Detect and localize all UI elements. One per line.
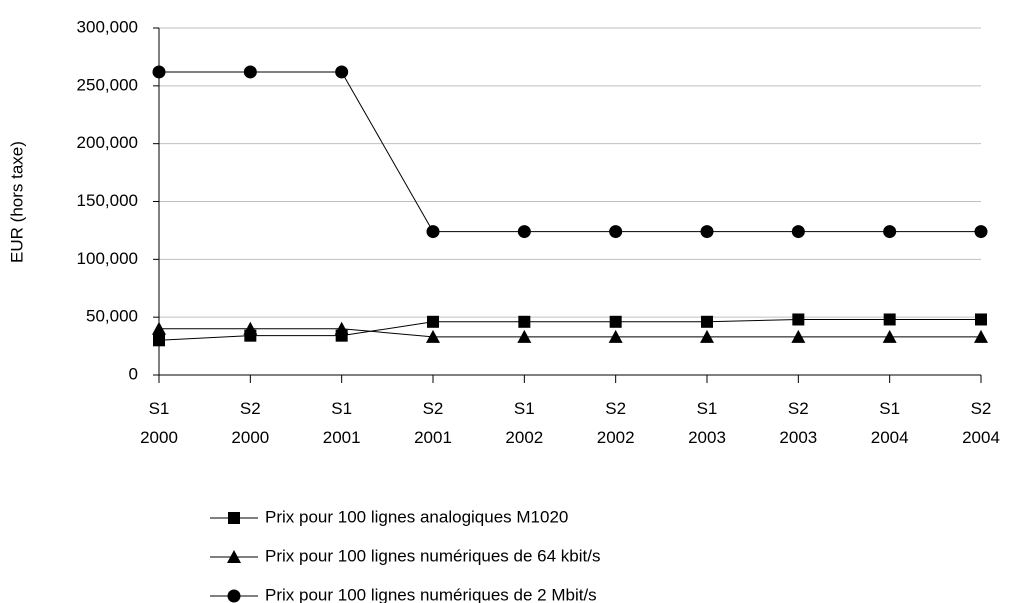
marker [792, 313, 805, 326]
x-tick-label: S2 2001 [414, 399, 452, 447]
x-tick-label: S2 2002 [596, 399, 635, 447]
x-tick-label: S1 2001 [322, 399, 361, 447]
y-tick-label: 0 [129, 364, 138, 383]
marker [243, 321, 258, 335]
legend-label: Prix pour 100 lignes numériques de 64 kb… [265, 546, 600, 565]
series-line [159, 328, 981, 338]
legend-label: Prix pour 100 lignes numériques de 2 Mbi… [265, 585, 597, 603]
x-tick-label: S1 2004 [870, 399, 909, 447]
marker [974, 225, 988, 239]
marker [700, 225, 714, 239]
x-tick-label: S2 2000 [231, 399, 270, 447]
series-line [159, 71, 981, 233]
marker [974, 329, 988, 343]
y-tick-label: 50,000 [86, 307, 138, 326]
marker [701, 315, 713, 328]
marker [609, 225, 623, 239]
x-tick-label: S2 2003 [779, 399, 818, 447]
marker [791, 329, 806, 343]
legend-marker [227, 589, 241, 603]
marker [243, 65, 257, 79]
marker [608, 329, 623, 343]
marker [791, 225, 805, 239]
y-tick-label: 100,000 [77, 249, 138, 268]
legend-label: Prix pour 100 lignes analogiques M1020 [265, 507, 568, 526]
marker [882, 329, 897, 343]
legend-marker [227, 550, 241, 563]
marker [153, 334, 165, 347]
marker [335, 65, 349, 79]
marker [426, 329, 440, 343]
marker [609, 315, 622, 328]
marker [152, 65, 166, 79]
x-tick-label: S1 2003 [688, 399, 726, 447]
legend-marker [228, 512, 240, 524]
marker [427, 315, 439, 328]
y-axis-label: EUR (hors taxe) [7, 141, 26, 263]
x-tick-label: S1 2000 [140, 399, 178, 447]
marker [152, 321, 166, 335]
marker [244, 329, 257, 342]
x-tick-label: S2 2004 [962, 399, 1000, 447]
marker [975, 313, 987, 326]
y-tick-label: 250,000 [77, 75, 138, 94]
marker [700, 329, 714, 343]
marker [517, 225, 531, 239]
marker [517, 329, 532, 343]
marker [883, 313, 896, 326]
y-tick-label: 300,000 [77, 17, 138, 36]
series-line [158, 318, 981, 341]
x-tick-label: S1 2002 [505, 399, 544, 447]
marker [334, 321, 349, 335]
marker [518, 315, 531, 328]
y-tick-label: 200,000 [77, 133, 138, 152]
marker [883, 225, 897, 239]
y-tick-label: 150,000 [77, 191, 138, 210]
marker [426, 225, 440, 239]
